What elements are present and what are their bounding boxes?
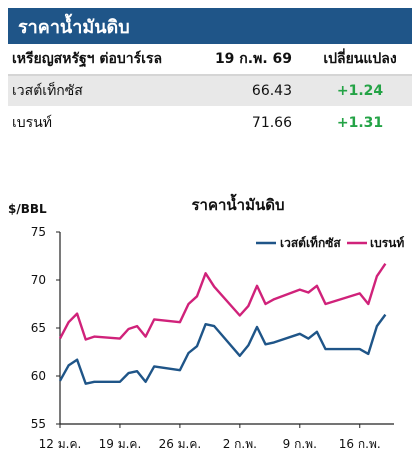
table-row-wti: เวสต์เท็กซัส 66.43 +1.24: [8, 76, 412, 108]
series-layer: [58, 263, 387, 385]
x-tick-label: 12 ม.ค.: [39, 437, 82, 451]
y-tick-label: 75: [31, 225, 46, 239]
series-line-wti: [58, 313, 387, 385]
chart-title: ราคาน้ำมันดิบ: [191, 193, 284, 214]
y-tick-label: 60: [31, 369, 46, 383]
chart-legend: เวสต์เท็กซัส เบรนท์: [256, 235, 404, 250]
column-header-date: 19 ก.พ. 69: [214, 51, 292, 67]
oil-price-chart: ราคาน้ำมันดิบ $/BBL 55 60 65 70 75 12 ม.ค. 19 …: [0, 180, 420, 464]
row-price-brent: 71.66: [251, 115, 292, 131]
y-tick-label: 70: [31, 273, 46, 287]
row-change-brent: +1.31: [336, 115, 384, 131]
x-tick-label: 19 ม.ค.: [99, 437, 142, 451]
panel-title: ราคาน้ำมันดิบ: [18, 16, 130, 38]
y-tick-label: 65: [31, 321, 46, 335]
series-line-brent: [58, 263, 387, 341]
axes-layer: 55 60 65 70 75 12 ม.ค. 19 ม.ค. 26 ม.ค. 2 ก.พ. 9 ก…: [31, 225, 394, 451]
column-header-unit: เหรียญสหรัฐฯ ต่อบาร์เรล: [12, 51, 163, 67]
panel-title-bar: ราคาน้ำมันดิบ: [8, 8, 412, 44]
x-tick-label: 16 ก.พ.: [339, 437, 381, 451]
y-tick-label: 55: [31, 417, 46, 431]
legend-label-wti: เวสต์เท็กซัส: [280, 235, 341, 250]
table-header-row: เหรียญสหรัฐฯ ต่อบาร์เรล 19 ก.พ. 69 เปลี่…: [8, 44, 412, 76]
column-header-change: เปลี่ยนแปลง: [323, 51, 397, 67]
x-tick-label: 9 ก.พ.: [283, 437, 317, 451]
x-tick-label: 2 ก.พ.: [223, 437, 257, 451]
row-name-wti: เวสต์เท็กซัส: [12, 83, 83, 99]
row-change-wti: +1.24: [336, 83, 384, 99]
legend-label-brent: เบรนท์: [370, 236, 404, 250]
row-price-wti: 66.43: [251, 83, 292, 99]
y-axis-label: $/BBL: [8, 202, 47, 216]
x-tick-label: 26 ม.ค.: [159, 437, 202, 451]
table-row-brent: เบรนท์ 71.66 +1.31: [8, 108, 412, 140]
price-table: เหรียญสหรัฐฯ ต่อบาร์เรล 19 ก.พ. 69 เปลี่…: [8, 44, 412, 140]
row-name-brent: เบรนท์: [12, 115, 52, 131]
chart-svg: ราคาน้ำมันดิบ $/BBL 55 60 65 70 75 12 ม.ค. 19 …: [8, 193, 404, 451]
